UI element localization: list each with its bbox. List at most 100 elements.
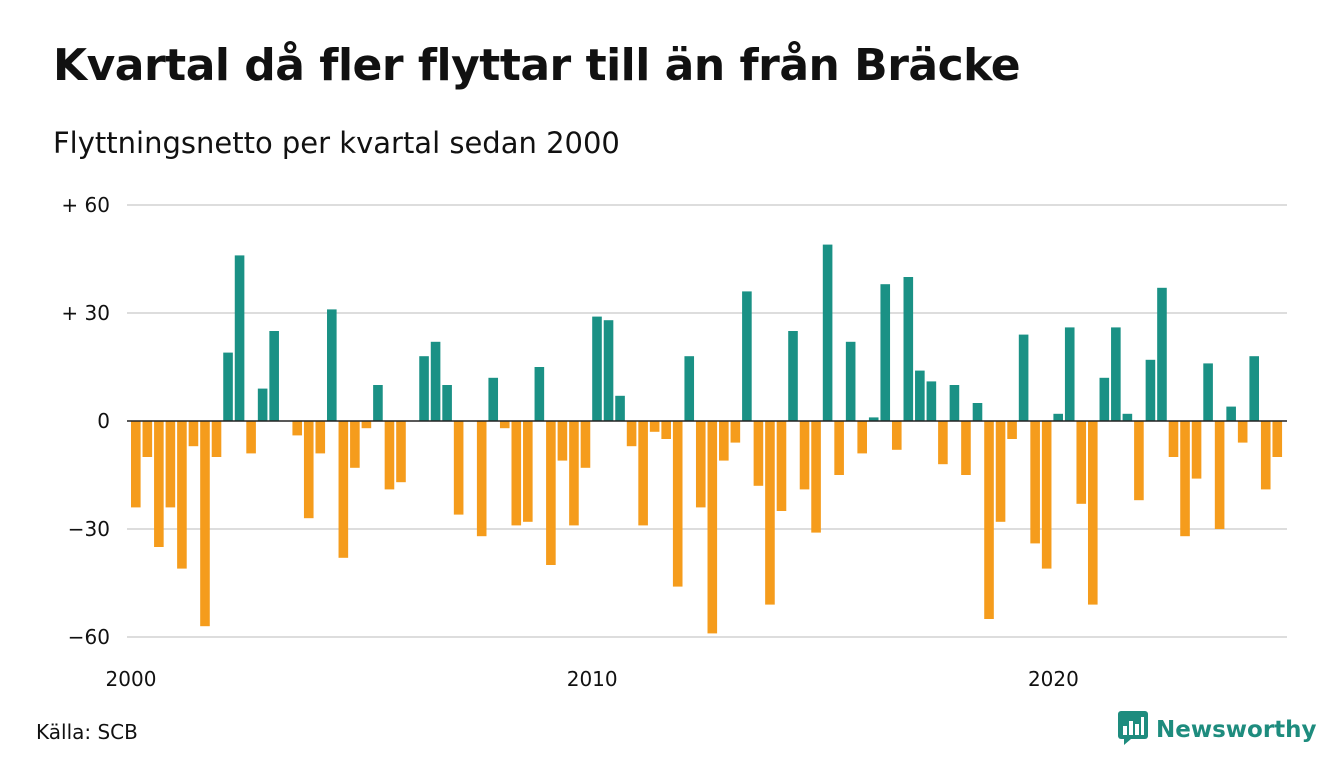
bar: [523, 421, 533, 522]
bar: [1053, 413, 1063, 421]
bar: [672, 421, 683, 587]
bar: [788, 331, 798, 421]
bar: [661, 421, 671, 439]
bar: [799, 421, 810, 490]
bar: [303, 421, 314, 519]
bar: [1157, 287, 1167, 421]
bar: [211, 421, 222, 457]
x-tick-label: 2010: [567, 667, 618, 691]
bar: [488, 377, 499, 421]
x-tick-label: 2000: [106, 667, 157, 691]
bar: [1087, 421, 1098, 605]
bar: [972, 403, 983, 421]
bar: [753, 421, 764, 486]
bar: [177, 421, 187, 569]
bar: [361, 421, 372, 429]
bar: [165, 421, 176, 508]
bar: [903, 277, 914, 421]
bar: [742, 291, 752, 421]
bar: [1145, 359, 1156, 421]
newsworthy-logo-icon: [1118, 711, 1148, 749]
bar: [580, 421, 591, 468]
bar: [695, 421, 706, 508]
bar: [269, 331, 279, 421]
y-tick-label: + 30: [61, 301, 110, 325]
bar: [1064, 327, 1075, 421]
bar: [1191, 421, 1202, 479]
bar: [638, 421, 648, 526]
bar: [499, 421, 510, 429]
bar: [1226, 406, 1236, 421]
bar: [1030, 421, 1040, 544]
newsworthy-brand[interactable]: Newsworthy: [1118, 711, 1317, 749]
bar: [315, 421, 326, 454]
bar: [949, 385, 960, 421]
bar: [223, 352, 233, 421]
bar-chart: + 60 + 30 0 −30 −60 2000 2010 2020: [61, 193, 1287, 691]
bar: [776, 421, 787, 511]
bar: [373, 385, 383, 421]
bar: [1099, 377, 1110, 421]
bar: [1260, 421, 1271, 490]
bar: [546, 421, 556, 565]
bar: [327, 309, 337, 421]
bar: [1214, 421, 1225, 529]
bar: [1168, 421, 1179, 457]
bar: [557, 421, 568, 461]
bar: [188, 421, 199, 447]
bar: [154, 421, 164, 547]
bar: [200, 421, 210, 627]
bar: [430, 341, 441, 421]
bar: [131, 421, 141, 508]
bar: [845, 341, 856, 421]
bar: [1203, 363, 1213, 421]
bar: [142, 421, 153, 457]
bar: [626, 421, 637, 447]
bar: [234, 255, 245, 421]
bar: [1122, 413, 1133, 421]
bar: [419, 356, 429, 421]
bar: [834, 421, 844, 475]
bar: [822, 244, 833, 421]
bar: [1237, 421, 1248, 443]
bar: [995, 421, 1006, 522]
brand-name: Newsworthy: [1156, 717, 1317, 743]
bar: [765, 421, 775, 605]
source-note: Källa: SCB: [36, 720, 138, 744]
bar: [534, 367, 545, 421]
bar: [384, 421, 395, 490]
bar: [1272, 421, 1283, 457]
chart-subtitle: Flyttningsnetto per kvartal sedan 2000: [53, 126, 620, 160]
bar: [338, 421, 349, 558]
bar: [926, 381, 937, 421]
bar: [857, 421, 867, 454]
bar: [476, 421, 487, 537]
bar: [811, 421, 821, 533]
bar: [615, 395, 625, 421]
bar: [592, 316, 602, 421]
chart-title: Kvartal då fler flyttar till än från Brä…: [53, 40, 1021, 91]
bar: [649, 421, 660, 432]
bar: [569, 421, 579, 526]
bar: [868, 417, 879, 421]
bar: [984, 421, 994, 619]
bar: [938, 421, 948, 465]
y-tick-label: −30: [68, 517, 110, 541]
bar: [707, 421, 718, 634]
bar: [1007, 421, 1017, 439]
bar: [684, 356, 695, 421]
bar: [1041, 421, 1052, 569]
bar: [915, 370, 925, 421]
bar: [292, 421, 303, 436]
bar: [396, 421, 406, 483]
bar: [1249, 356, 1260, 421]
bar: [511, 421, 522, 526]
bar: [246, 421, 256, 454]
y-tick-label: + 60: [61, 193, 110, 217]
bar: [891, 421, 902, 450]
bar: [1180, 421, 1190, 537]
x-tick-label: 2020: [1028, 667, 1079, 691]
y-tick-label: −60: [68, 625, 110, 649]
bar: [1111, 327, 1121, 421]
bar: [1018, 334, 1029, 421]
